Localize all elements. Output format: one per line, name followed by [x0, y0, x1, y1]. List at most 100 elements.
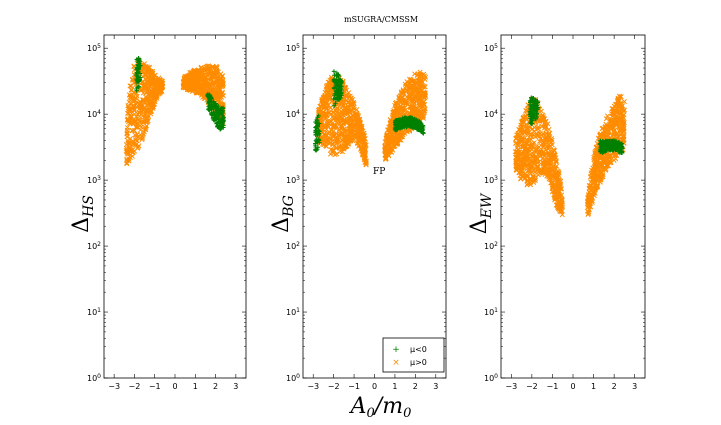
- point-mu-neg: [394, 126, 399, 132]
- point-mu-pos: [520, 118, 526, 124]
- point-mu-pos: [594, 141, 600, 147]
- y-tick-label: 100: [87, 373, 101, 383]
- y-tick-label: 102: [484, 241, 498, 251]
- y-axis-label-panel-1: ΔHS: [69, 195, 97, 233]
- point-mu-pos: [130, 128, 136, 134]
- point-mu-pos: [126, 140, 132, 146]
- y-tick-label: 105: [286, 43, 300, 53]
- point-mu-pos: [526, 156, 532, 162]
- point-mu-pos: [323, 105, 329, 111]
- point-mu-pos: [322, 132, 328, 138]
- point-mu-pos: [132, 90, 138, 96]
- x-tick-label: 1: [193, 382, 198, 391]
- point-mu-pos: [416, 95, 422, 101]
- point-mu-pos: [391, 143, 397, 149]
- point-mu-pos: [219, 94, 225, 100]
- y-tick-label: 103: [286, 175, 300, 185]
- point-mu-pos: [143, 63, 149, 69]
- point-mu-pos: [331, 122, 337, 128]
- point-mu-pos: [521, 176, 527, 182]
- point-mu-pos: [125, 105, 132, 111]
- point-mu-pos: [158, 89, 164, 95]
- x-tick-label: −3: [505, 382, 517, 391]
- point-mu-pos: [319, 97, 325, 103]
- point-mu-pos: [620, 123, 626, 129]
- point-mu-pos: [559, 204, 566, 210]
- point-mu-neg: [530, 104, 536, 110]
- point-mu-neg: [211, 106, 216, 112]
- point-mu-pos: [341, 126, 347, 132]
- point-mu-pos: [396, 94, 402, 100]
- point-mu-neg: [414, 117, 419, 123]
- point-mu-neg: [339, 93, 344, 98]
- point-mu-pos: [604, 113, 611, 119]
- point-mu-pos: [324, 99, 330, 105]
- point-mu-pos: [124, 157, 130, 163]
- point-mu-pos: [350, 113, 356, 119]
- point-mu-pos: [205, 66, 211, 72]
- point-mu-pos: [601, 156, 607, 162]
- point-mu-neg: [534, 111, 540, 116]
- point-mu-pos: [150, 77, 156, 83]
- point-mu-pos: [128, 95, 134, 101]
- point-mu-pos: [355, 112, 361, 119]
- point-mu-pos: [202, 80, 208, 86]
- point-mu-neg: [316, 132, 322, 138]
- point-mu-pos: [355, 141, 361, 147]
- point-mu-pos: [616, 93, 622, 99]
- svg-text:ΔEW: ΔEW: [467, 192, 495, 234]
- point-mu-pos: [598, 170, 604, 176]
- panel-1: −3 −2 −1 0 1 2 3 100 101 102 103 104 105: [87, 34, 247, 391]
- point-mu-pos: [398, 105, 404, 111]
- point-mu-pos: [190, 76, 196, 82]
- point-mu-pos: [417, 108, 423, 115]
- point-mu-pos: [130, 138, 136, 144]
- point-mu-pos: [145, 99, 151, 105]
- point-mu-pos: [134, 131, 140, 137]
- point-mu-pos: [603, 166, 609, 172]
- point-mu-pos: [181, 78, 187, 84]
- point-mu-pos: [610, 106, 616, 112]
- point-mu-pos: [411, 93, 417, 100]
- point-mu-pos: [597, 132, 603, 138]
- point-mu-pos: [531, 159, 537, 165]
- point-mu-pos: [613, 115, 619, 121]
- point-mu-neg: [331, 85, 337, 90]
- point-mu-pos: [586, 194, 592, 200]
- point-mu-neg: [528, 100, 533, 105]
- point-mu-pos: [591, 193, 597, 199]
- point-mu-pos: [198, 64, 204, 70]
- point-mu-pos: [148, 70, 154, 76]
- point-mu-neg: [219, 105, 224, 111]
- point-mu-pos: [185, 85, 191, 91]
- point-mu-neg: [215, 114, 220, 119]
- point-mu-pos: [220, 81, 226, 87]
- point-mu-pos: [146, 113, 152, 119]
- point-mu-pos: [522, 157, 528, 163]
- point-mu-pos: [599, 166, 605, 172]
- svg-text:ΔBG: ΔBG: [269, 195, 297, 233]
- x-tick-label: 0: [570, 382, 575, 391]
- point-mu-pos: [594, 144, 600, 151]
- point-mu-pos: [186, 75, 193, 81]
- point-mu-pos: [559, 212, 565, 218]
- point-mu-pos: [413, 79, 419, 85]
- point-mu-pos: [403, 98, 409, 104]
- point-mu-pos: [150, 105, 156, 111]
- point-mu-neg: [395, 122, 400, 127]
- point-mu-pos: [406, 92, 412, 98]
- point-mu-pos: [407, 103, 413, 109]
- point-mu-pos: [343, 87, 349, 93]
- point-mu-pos: [412, 80, 419, 86]
- point-mu-pos: [549, 142, 555, 148]
- point-mu-pos: [148, 90, 154, 97]
- point-mu-pos: [621, 107, 627, 113]
- y-tick-label: 101: [484, 307, 498, 317]
- chart-title: mSUGRA/CMSSM: [344, 15, 418, 24]
- point-mu-neg: [134, 86, 139, 92]
- point-mu-pos: [199, 83, 206, 89]
- point-mu-pos: [523, 139, 530, 145]
- point-mu-neg: [334, 70, 340, 76]
- point-mu-pos: [384, 134, 390, 140]
- point-mu-pos: [529, 147, 535, 153]
